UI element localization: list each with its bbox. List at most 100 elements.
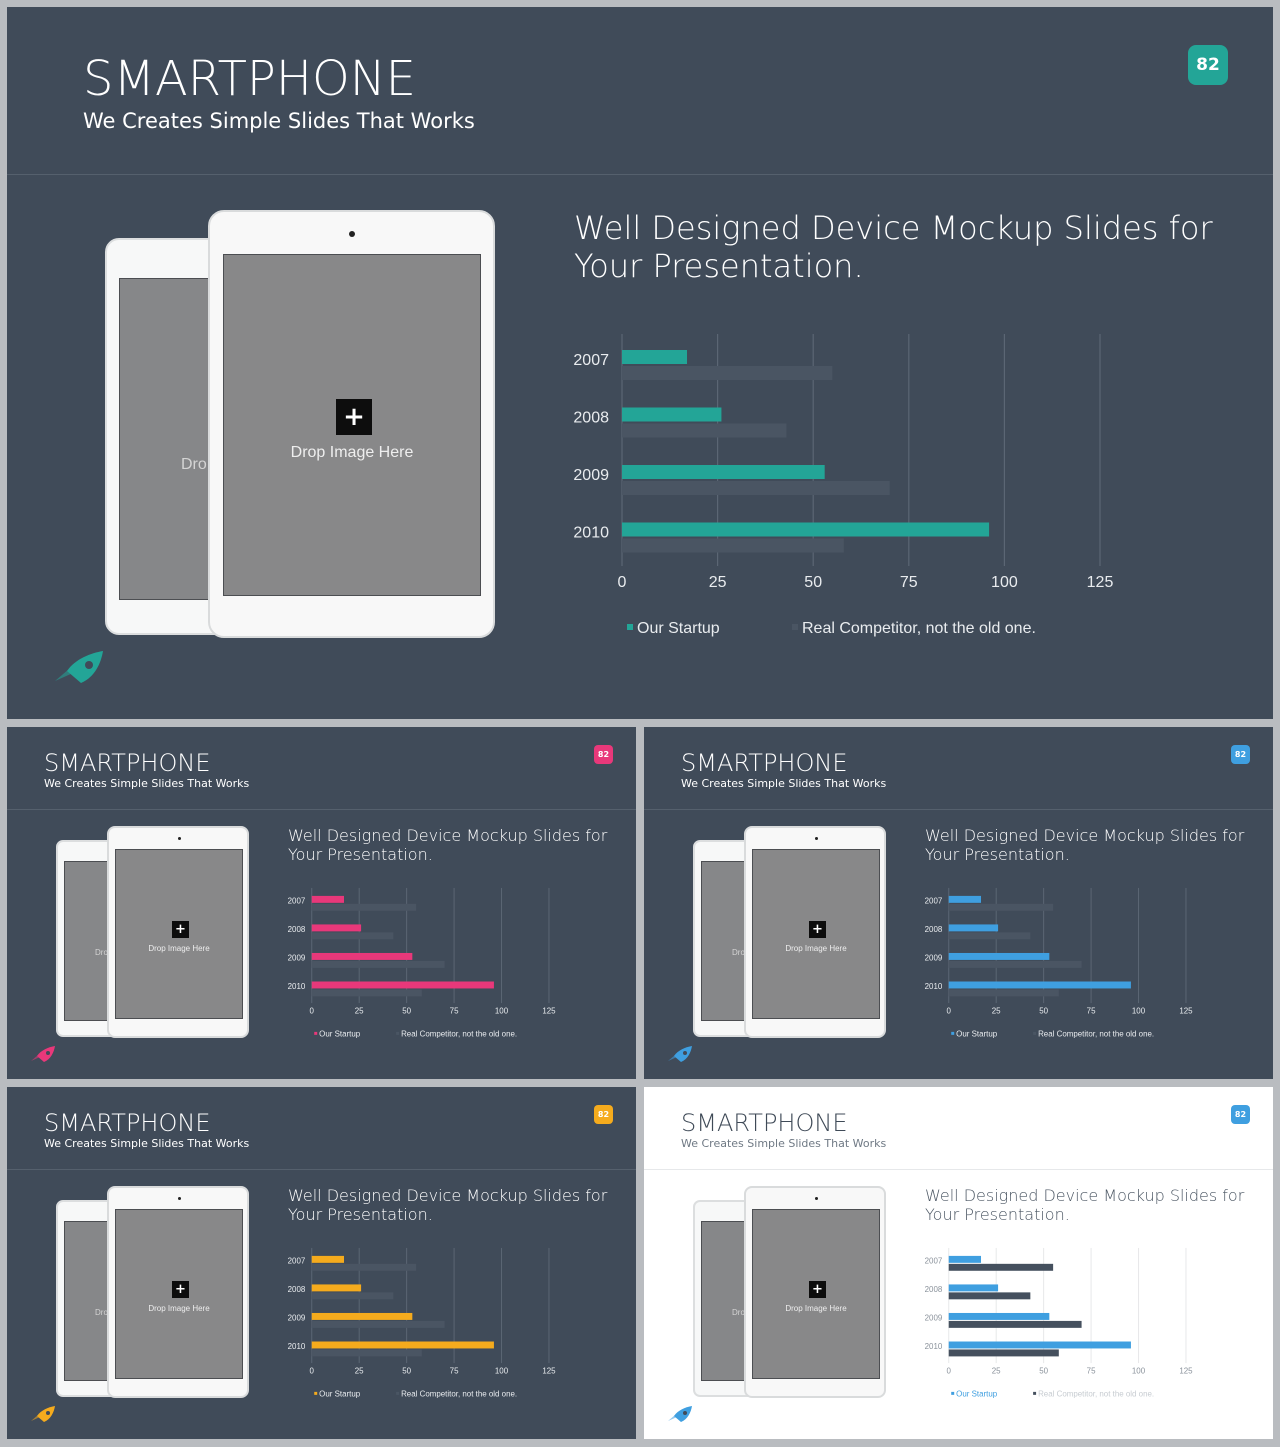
drop-image-partial-label: Dro	[95, 1308, 108, 1317]
rocket-icon	[31, 1046, 55, 1062]
x-tick-label: 0	[310, 1007, 315, 1016]
legend-swatch-our-startup	[314, 1391, 318, 1395]
x-tick-label: 100	[991, 574, 1018, 591]
x-tick-label: 100	[495, 1007, 509, 1016]
drop-image-label: Drop Image Here	[148, 1304, 210, 1313]
headline: Well Designed Device Mockup Slides for Y…	[288, 1186, 607, 1224]
header-divider	[7, 809, 636, 810]
tablet-front: + Drop Image Here	[744, 1186, 886, 1398]
x-tick-label: 75	[900, 574, 918, 591]
legend-label-our-startup: Our Startup	[319, 1029, 361, 1038]
plus-icon[interactable]: +	[809, 921, 826, 938]
bar-our-startup	[311, 981, 494, 989]
x-tick-label: 75	[1087, 1367, 1096, 1376]
header-divider	[7, 1169, 636, 1170]
tablet-front: + Drop Image Here	[107, 826, 249, 1038]
plus-icon[interactable]: +	[336, 399, 372, 435]
category-label: 2009	[925, 1313, 943, 1322]
category-label: 2009	[573, 467, 609, 484]
legend-label-competitor: Real Competitor, not the old one.	[401, 1029, 517, 1038]
page-number-badge: 82	[594, 1105, 613, 1124]
tablet-front: + Drop Image Here	[744, 826, 886, 1038]
bar-our-startup	[311, 1284, 362, 1292]
bar-our-startup	[948, 1312, 1050, 1320]
legend-swatch-competitor	[1033, 1391, 1037, 1395]
tablet-front: + Drop Image Here	[208, 210, 495, 638]
slide-title: SMARTPHONE	[681, 1109, 848, 1137]
headline-line-1: Well Designed Device Mockup Slides for	[574, 209, 1213, 247]
tablet-mockup: Dro + Drop Image Here	[56, 826, 249, 1038]
category-label: 2007	[925, 896, 943, 905]
legend-swatch-competitor	[396, 1391, 400, 1395]
drop-image-label: Drop Image Here	[785, 1304, 847, 1313]
drop-image-zone[interactable]: + Drop Image Here	[115, 849, 243, 1019]
bar-competitor	[948, 1349, 1059, 1357]
legend-label-competitor: Real Competitor, not the old one.	[1038, 1029, 1154, 1038]
legend-label-competitor: Real Competitor, not the old one.	[401, 1389, 517, 1398]
legend-swatch-competitor	[1033, 1031, 1037, 1035]
x-tick-label: 0	[618, 574, 627, 591]
bar-our-startup	[311, 1255, 345, 1263]
tablet-mockup: Dro + Drop Image Here	[105, 210, 495, 638]
headline-line-2: Your Presentation.	[925, 845, 1070, 864]
bar-our-startup	[948, 1284, 999, 1292]
x-tick-label: 50	[1039, 1367, 1048, 1376]
rocket-window	[85, 661, 93, 669]
legend-label-our-startup: Our Startup	[319, 1389, 361, 1398]
category-label: 2007	[573, 352, 609, 369]
x-tick-label: 100	[1132, 1007, 1146, 1016]
x-tick-label: 25	[992, 1367, 1001, 1376]
page-number-badge: 82	[594, 745, 613, 764]
slide-subtitle: We Creates Simple Slides That Works	[681, 1137, 887, 1150]
bar-competitor	[948, 903, 1054, 911]
bar-chart: 0 25 50 75 100 125 2007 2008 2009 2010 Our Startup…	[288, 887, 556, 1038]
category-label: 2009	[288, 953, 306, 962]
header-divider	[7, 174, 1273, 175]
bar-competitor	[311, 1320, 445, 1328]
drop-image-label: Drop Image Here	[785, 944, 847, 953]
camera-dot-icon	[178, 837, 181, 840]
plus-icon[interactable]: +	[172, 921, 189, 938]
legend-swatch-our-startup	[627, 624, 633, 630]
bar-competitor	[622, 481, 890, 495]
x-tick-label: 25	[992, 1007, 1001, 1016]
drop-image-zone[interactable]: + Drop Image Here	[752, 1209, 880, 1379]
x-tick-label: 25	[355, 1367, 364, 1376]
bar-chart: 0 25 50 75 100 125 2007 2008 2009 2010 Our Startup…	[573, 334, 1113, 637]
drop-image-zone[interactable]: + Drop Image Here	[115, 1209, 243, 1379]
bar-competitor	[311, 989, 422, 997]
x-tick-label: 50	[402, 1007, 411, 1016]
rocket-window	[46, 1411, 50, 1415]
rocket-body	[37, 1046, 55, 1062]
category-label: 2007	[925, 1256, 943, 1265]
bar-our-startup	[948, 895, 982, 903]
bar-our-startup	[311, 1312, 413, 1320]
slide-pink: SMARTPHONE We Creates Simple Slides That…	[7, 727, 636, 1079]
bar-our-startup	[311, 924, 362, 932]
rocket-body	[674, 1406, 692, 1422]
rocket-icon	[668, 1046, 692, 1062]
bar-competitor	[948, 960, 1082, 968]
x-tick-label: 100	[495, 1367, 509, 1376]
drop-image-partial-label: Dro	[732, 1308, 745, 1317]
drop-image-zone[interactable]: + Drop Image Here	[223, 254, 481, 596]
drop-image-zone[interactable]: + Drop Image Here	[752, 849, 880, 1019]
slide-title: SMARTPHONE	[44, 749, 211, 777]
rocket-body	[674, 1046, 692, 1062]
category-label: 2008	[288, 1285, 306, 1294]
bar-our-startup	[311, 1341, 494, 1349]
tablet-mockup: Dro + Drop Image Here	[693, 1186, 886, 1398]
legend-swatch-competitor	[396, 1031, 400, 1035]
slide-blue: SMARTPHONE We Creates Simple Slides That…	[644, 727, 1273, 1079]
x-tick-label: 125	[542, 1367, 556, 1376]
rocket-window	[683, 1051, 687, 1055]
headline-line-2: Your Presentation.	[288, 1205, 433, 1224]
headline: Well Designed Device Mockup Slides for Y…	[925, 826, 1244, 864]
drop-image-partial-label: Dro	[732, 948, 745, 957]
headline: Well Designed Device Mockup Slides for Y…	[925, 1186, 1244, 1224]
tablet-mockup: Dro + Drop Image Here	[693, 826, 886, 1038]
plus-icon[interactable]: +	[809, 1281, 826, 1298]
bar-competitor	[948, 932, 1031, 940]
bar-competitor	[311, 932, 394, 940]
plus-icon[interactable]: +	[172, 1281, 189, 1298]
